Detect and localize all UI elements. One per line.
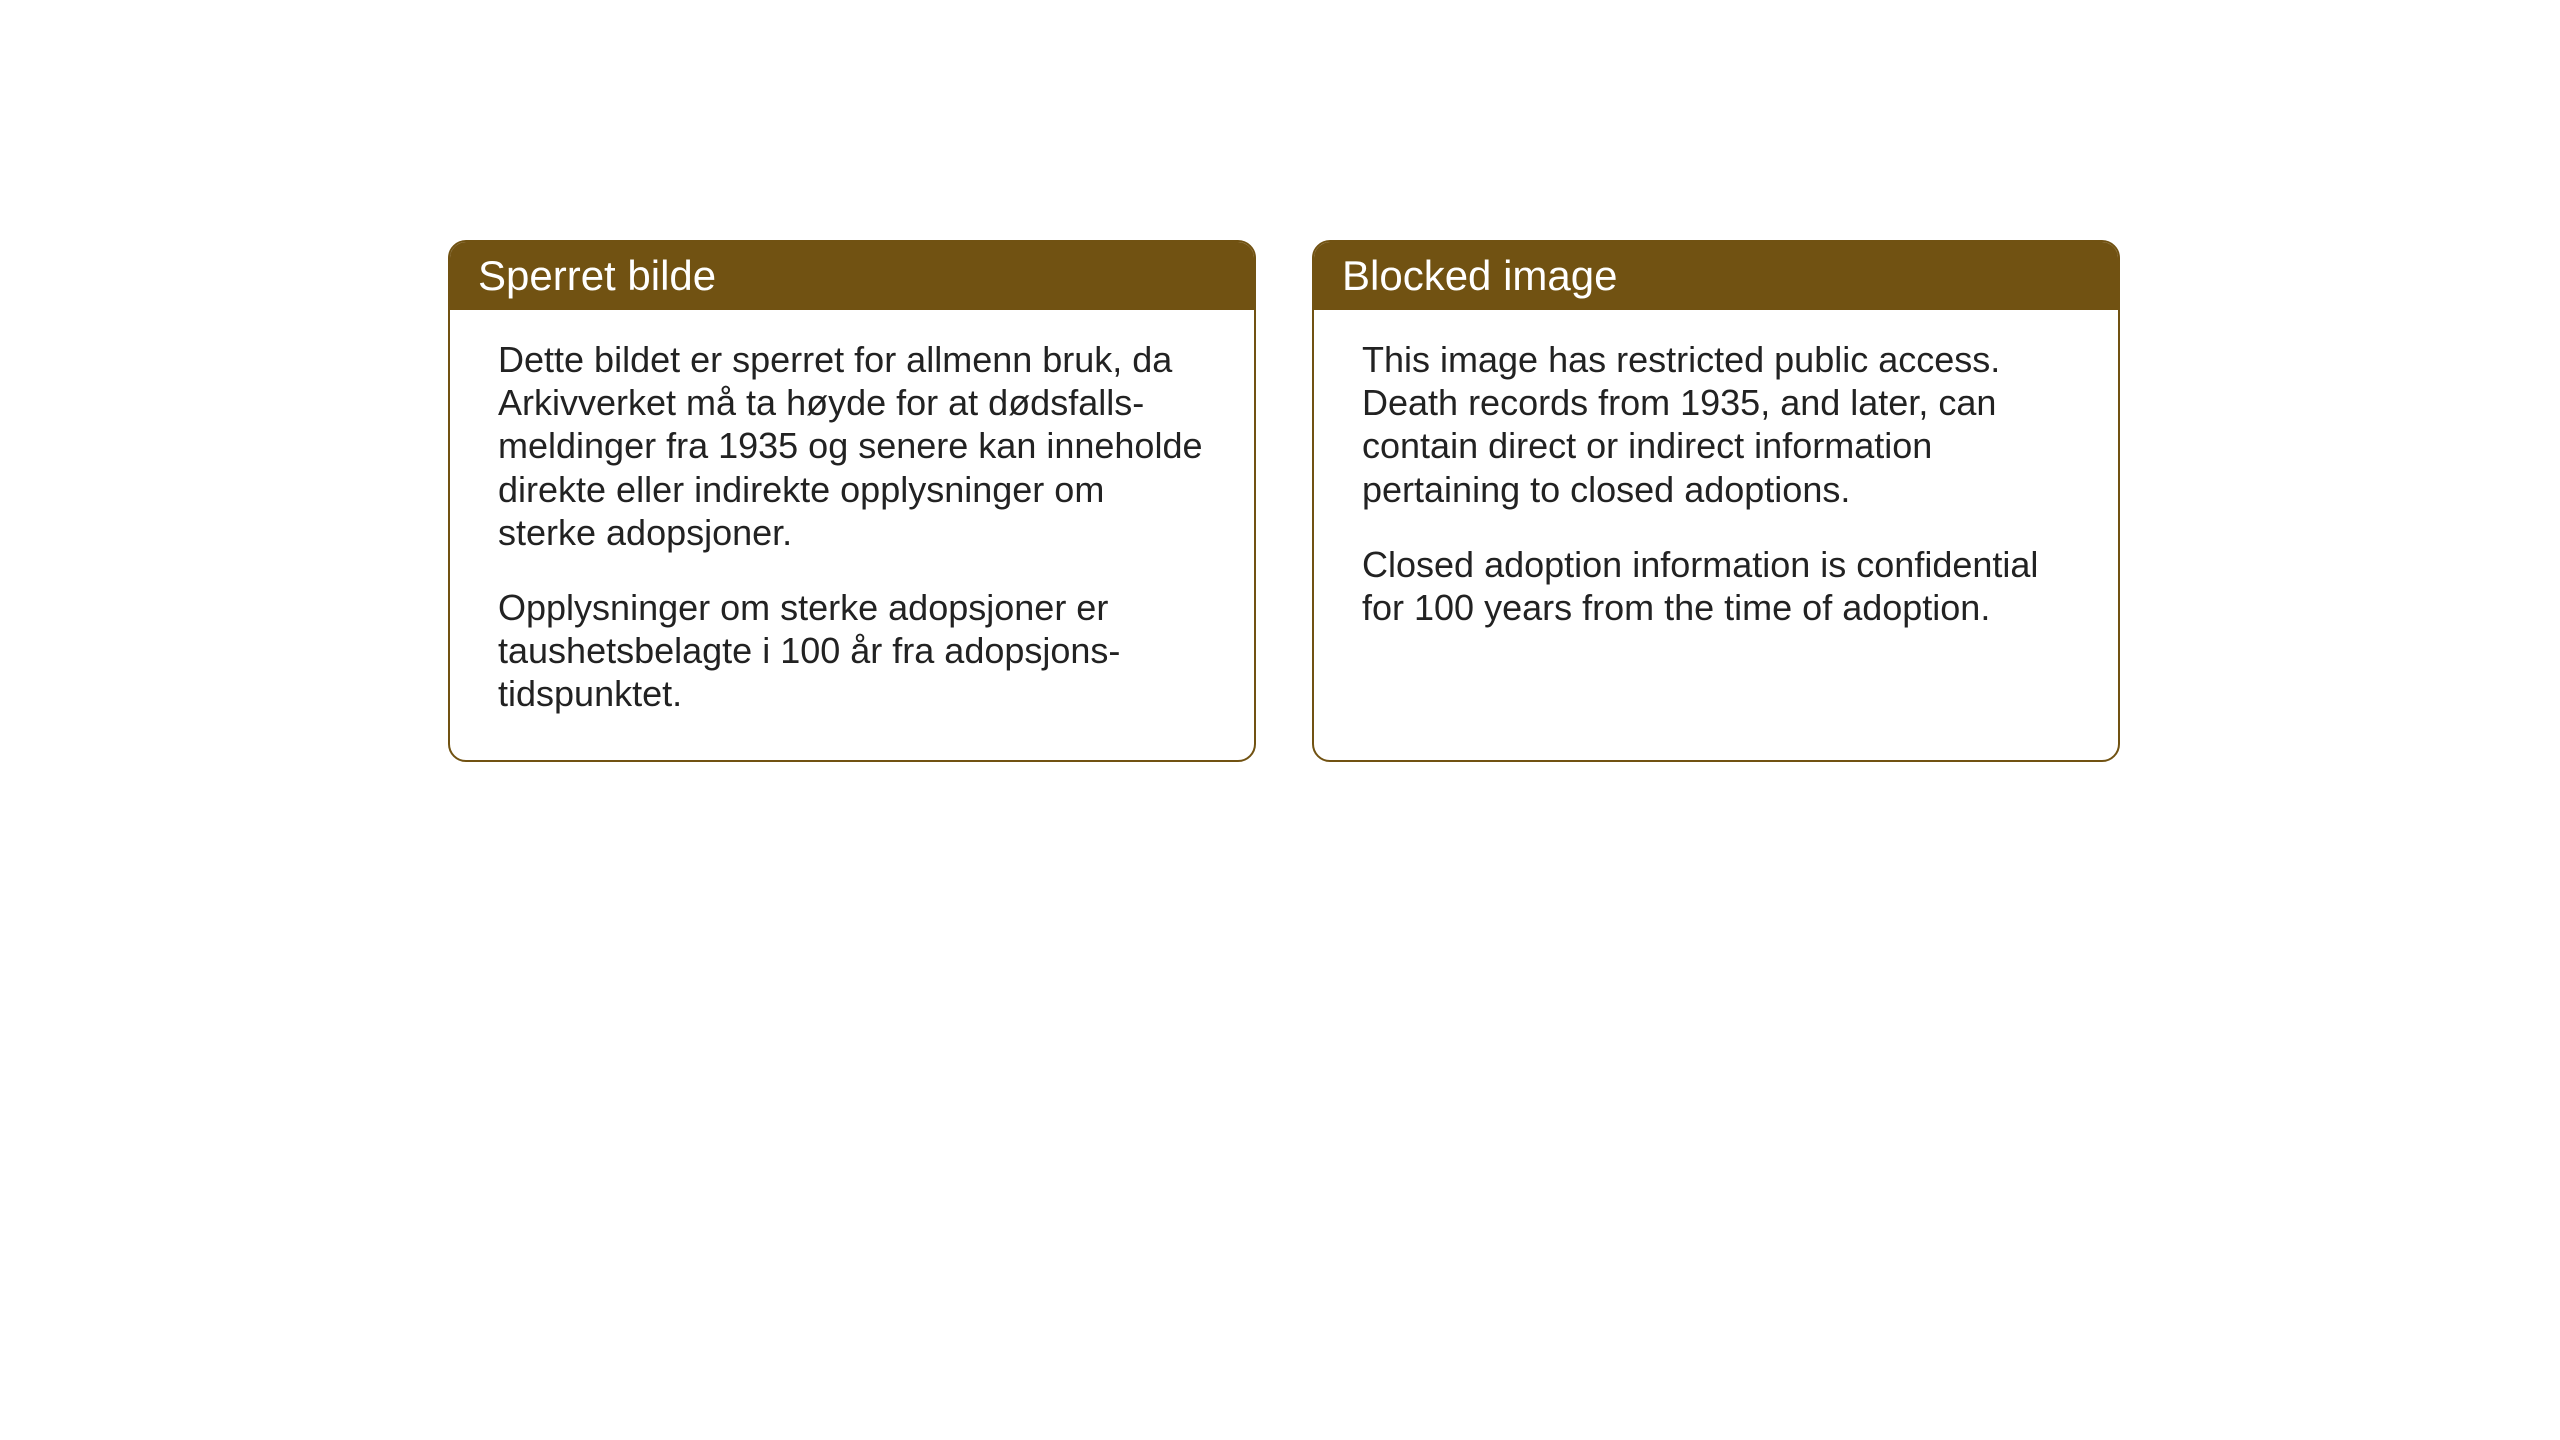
notice-card-english: Blocked image This image has restricted … [1312, 240, 2120, 762]
card-title-english: Blocked image [1342, 252, 1617, 299]
card-header-english: Blocked image [1314, 242, 2118, 310]
card-title-norwegian: Sperret bilde [478, 252, 716, 299]
card-paragraph-english-2: Closed adoption information is confident… [1362, 543, 2070, 629]
notice-card-norwegian: Sperret bilde Dette bildet er sperret fo… [448, 240, 1256, 762]
card-paragraph-norwegian-2: Opplysninger om sterke adopsjoner er tau… [498, 586, 1206, 716]
card-body-norwegian: Dette bildet er sperret for allmenn bruk… [450, 310, 1254, 760]
notice-container: Sperret bilde Dette bildet er sperret fo… [448, 240, 2120, 762]
card-paragraph-norwegian-1: Dette bildet er sperret for allmenn bruk… [498, 338, 1206, 554]
card-paragraph-english-1: This image has restricted public access.… [1362, 338, 2070, 511]
card-body-english: This image has restricted public access.… [1314, 310, 2118, 760]
card-header-norwegian: Sperret bilde [450, 242, 1254, 310]
